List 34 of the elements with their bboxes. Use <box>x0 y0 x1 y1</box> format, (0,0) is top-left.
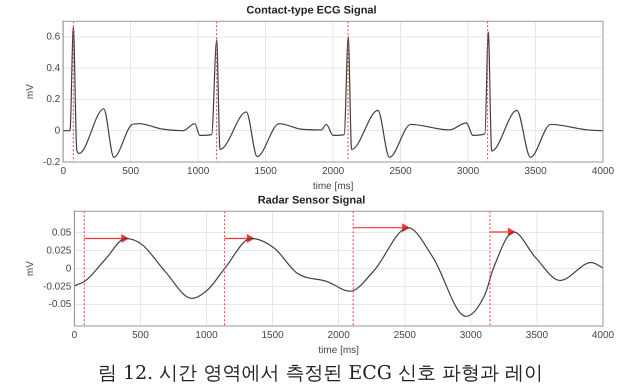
y-tick-label: 0 <box>54 125 61 136</box>
x-tick-label: 2000 <box>328 330 350 341</box>
x-tick-label: 500 <box>132 330 150 341</box>
y-tick-label: 0.025 <box>46 245 72 256</box>
x-tick-label: 4000 <box>592 330 615 341</box>
x-tick-label: 3500 <box>524 166 548 177</box>
x-tick-label: 500 <box>122 166 140 177</box>
y-axis-title: mV <box>24 260 36 276</box>
line-series <box>63 26 603 158</box>
y-tick-label: -0.2 <box>42 156 61 168</box>
y-tick-label: 0.2 <box>46 94 61 106</box>
text: 림 12. 시간 영역에서 측정된 ECG 신호 파형과 레이 <box>96 361 544 386</box>
y-axis-title: mV <box>24 84 36 100</box>
y-tick-label: 0.4 <box>46 62 61 74</box>
x-tick-label: 3000 <box>460 330 482 341</box>
x-tick-label: 3500 <box>526 330 548 341</box>
x-axis-title: time [ms] <box>312 180 354 192</box>
y-tick-label: -0.025 <box>42 281 72 292</box>
y-tick-label: 0.6 <box>46 32 61 43</box>
x-tick-label: 2500 <box>394 330 416 341</box>
y-tick-label: 0.05 <box>52 227 72 238</box>
x-tick-label: 1500 <box>254 166 278 177</box>
x-tick-label: 2500 <box>389 166 412 177</box>
chart-title: Radar Sensor Signal <box>258 194 366 207</box>
x-tick-label: 1000 <box>187 166 210 177</box>
x-tick-label: 1000 <box>195 330 218 341</box>
x-tick-label: 1500 <box>261 330 284 341</box>
x-axis-title: time [ms] <box>318 344 360 356</box>
y-tick-label: 0 <box>66 263 72 274</box>
x-tick-label: 2000 <box>322 166 345 177</box>
y-tick-label: -0.05 <box>48 299 72 310</box>
x-tick-label: 3000 <box>456 166 480 177</box>
x-tick-label: 4000 <box>592 166 615 177</box>
chart-title: Contact-type ECG Signal <box>246 4 377 17</box>
